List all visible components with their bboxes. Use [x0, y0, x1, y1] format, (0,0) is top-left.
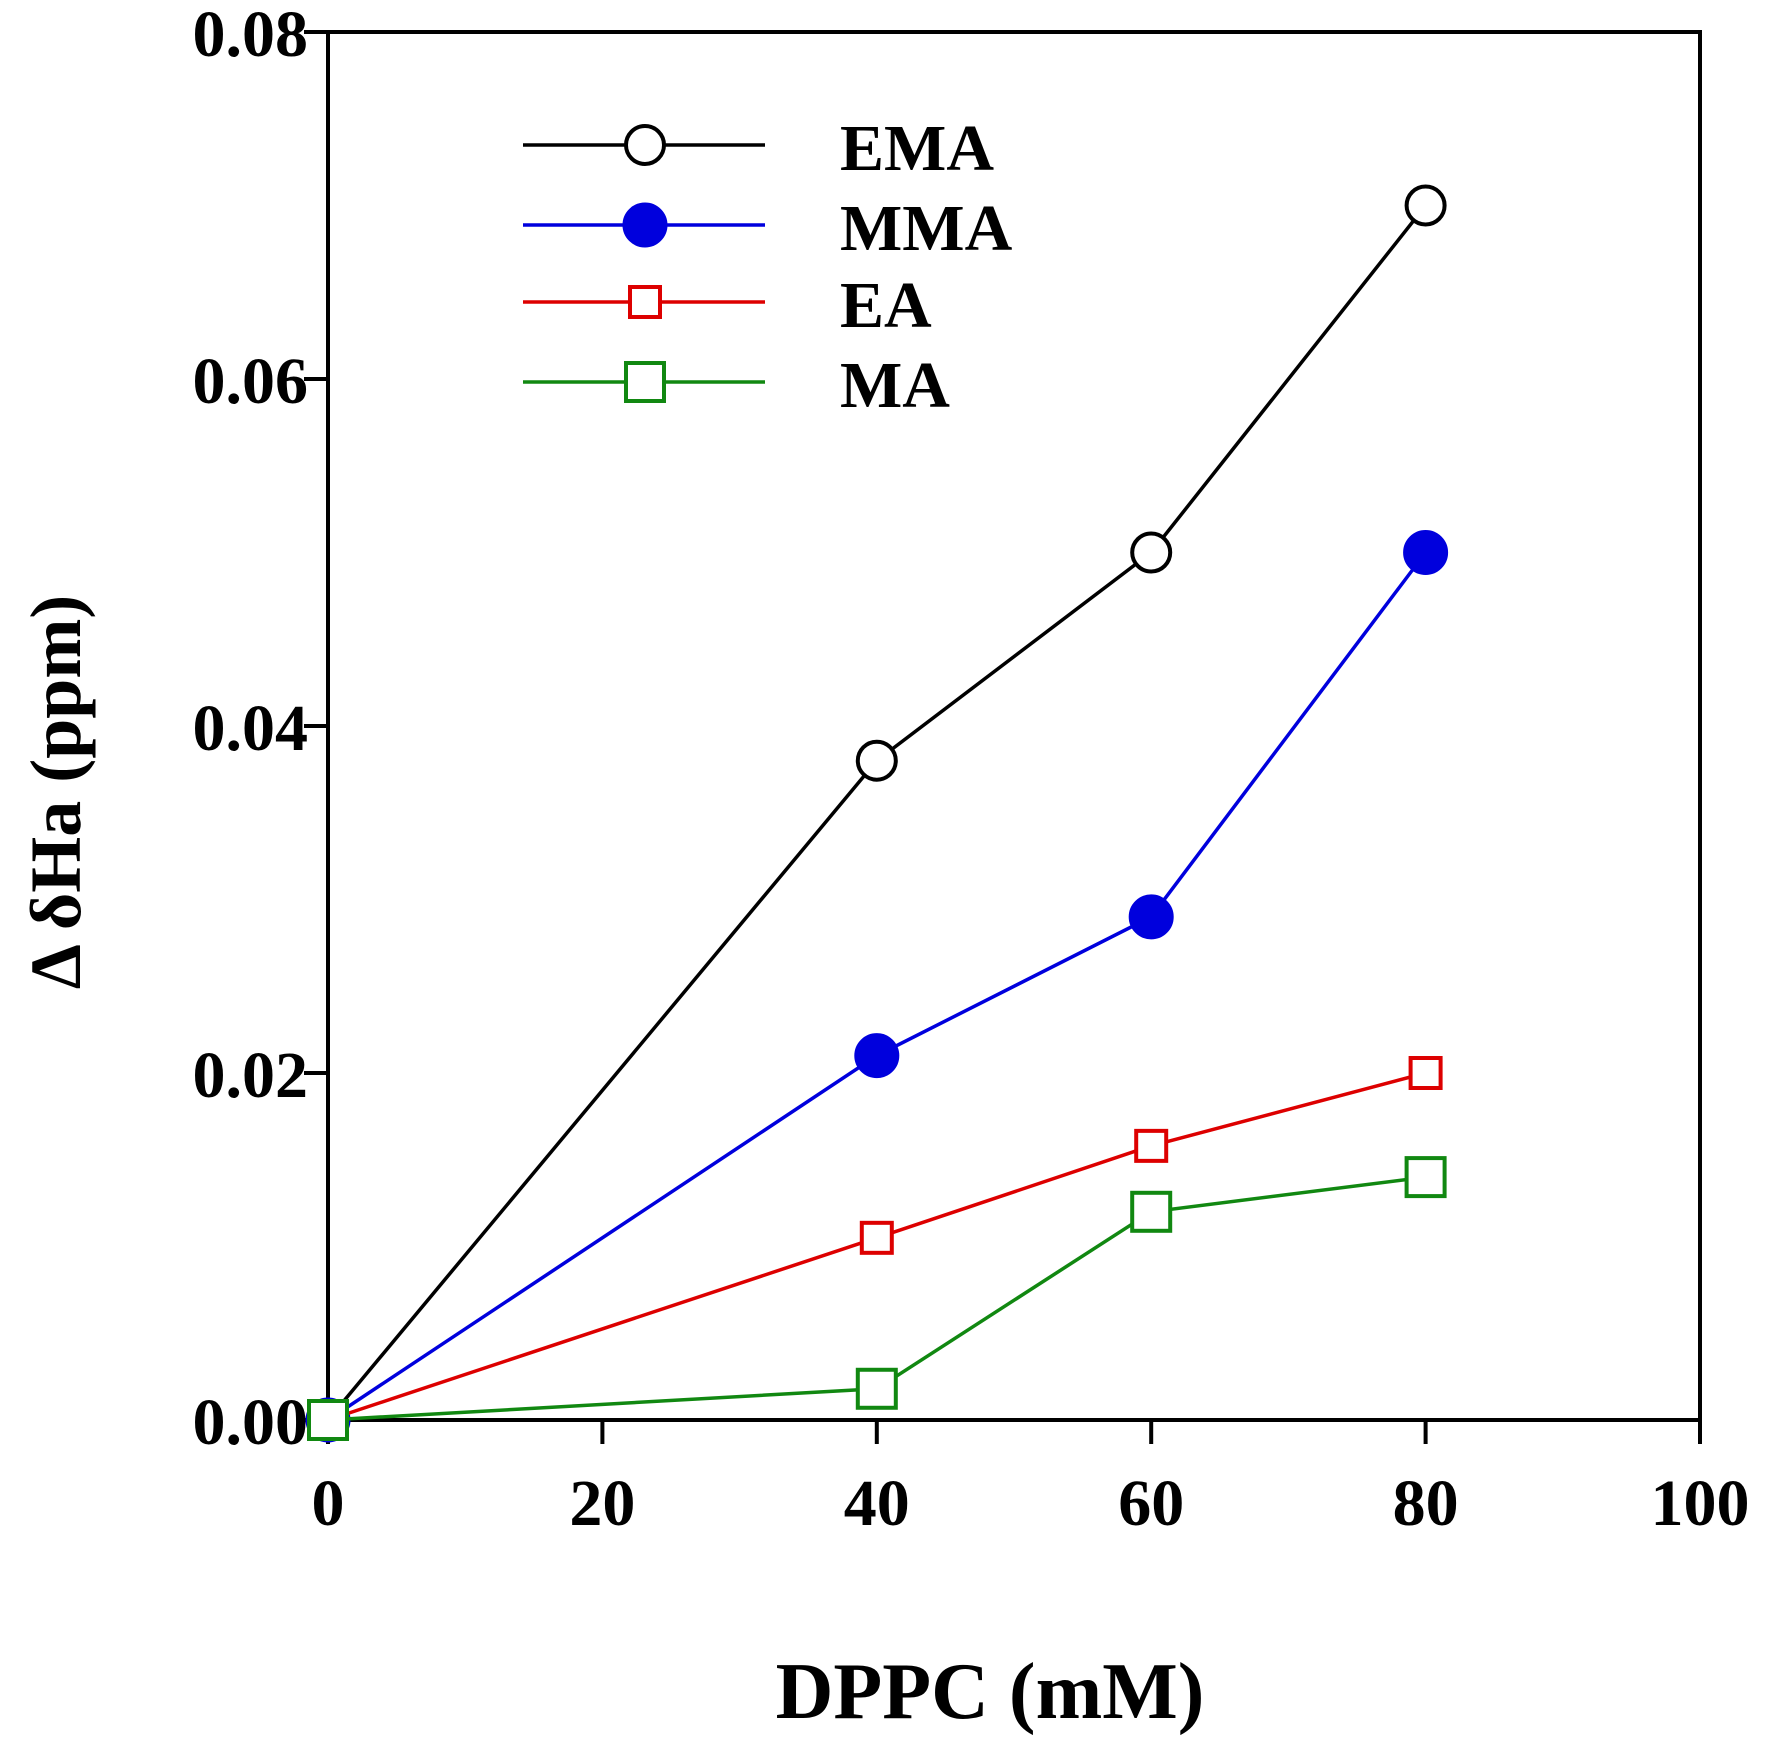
x-tick-label: 40 [844, 1467, 910, 1540]
data-point-ea [1134, 1128, 1169, 1163]
x-tick-label: 0 [312, 1467, 345, 1540]
y-tick-label: 0.00 [193, 1386, 309, 1459]
legend-item-ea: EA [523, 269, 932, 342]
plot-frame [326, 30, 1702, 1422]
data-point-ma [855, 1367, 898, 1410]
legend-label-ma: MA [840, 349, 950, 422]
series-line-mma [327, 551, 1427, 1422]
series-ma [307, 1156, 1447, 1441]
y-tick-label: 0.02 [193, 1039, 309, 1112]
series-group [305, 184, 1449, 1443]
data-point-ema [1404, 184, 1447, 227]
data-point-mma [1403, 530, 1449, 575]
data-point-mma [854, 1033, 900, 1079]
x-tick-label: 60 [1118, 1467, 1184, 1540]
data-point-ma [1404, 1156, 1447, 1199]
legend-marker-ea [628, 285, 662, 319]
legend-item-mma: MMA [523, 192, 1013, 265]
legend-marker-mma [622, 202, 668, 248]
y-tick-label: 0.06 [193, 345, 309, 418]
x-tick-label: 100 [1651, 1467, 1750, 1540]
x-tick-label: 80 [1393, 1467, 1459, 1540]
legend-item-ma: MA [523, 349, 950, 422]
series-mma [305, 530, 1449, 1443]
data-point-ea [1408, 1056, 1443, 1090]
data-point-ma [1130, 1190, 1173, 1233]
series-line-ema [326, 204, 1427, 1422]
data-point-ea [859, 1220, 894, 1255]
legend-marker-ema [624, 124, 666, 166]
series-line-ma [327, 1175, 1426, 1422]
series-line-ea [327, 1071, 1427, 1422]
data-point-ema [1130, 531, 1173, 574]
legend-label-ema: EMA [840, 112, 994, 185]
axes: 0 20 40 60 80 100 0.00 0.02 0.04 0.06 0.08 [193, 0, 1750, 1540]
data-point-ema [855, 739, 898, 782]
legend-item-ema: EMA [523, 112, 994, 185]
legend-marker-ma [624, 361, 666, 403]
x-tick-label: 20 [569, 1467, 635, 1540]
x-axis-label: DPPC (mM) [776, 1648, 1205, 1736]
legend-label-ea: EA [840, 269, 932, 342]
y-tick-label: 0.04 [193, 692, 309, 765]
y-tick-label: 0.08 [193, 0, 309, 71]
legend-label-mma: MMA [840, 192, 1013, 265]
data-point-ma [307, 1399, 349, 1441]
data-point-mma [1128, 894, 1174, 940]
y-axis-label: Δ δHa (ppm) [16, 595, 96, 990]
